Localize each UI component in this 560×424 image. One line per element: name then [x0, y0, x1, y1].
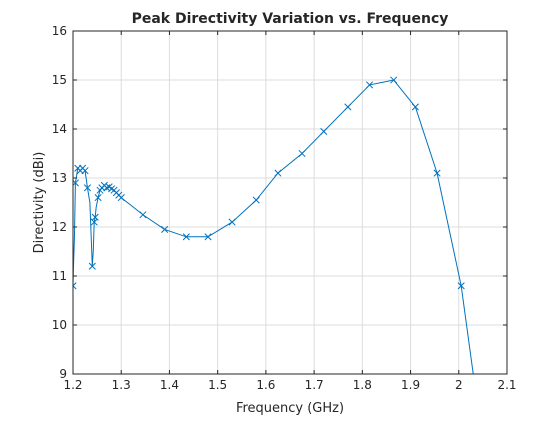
x-tick-label: 1.6 [256, 378, 275, 392]
data-point-marker [94, 194, 102, 202]
grid [73, 31, 507, 374]
data-point-marker [274, 169, 282, 177]
y-tick-label: 15 [52, 73, 67, 87]
data-point-marker [252, 196, 260, 204]
data-point-marker [83, 184, 92, 192]
chart-title: Peak Directivity Variation vs. Frequency [132, 11, 449, 27]
x-tick-label: 1.8 [353, 378, 372, 392]
data-point-marker [88, 262, 96, 270]
data-point-marker [457, 282, 465, 290]
tick-marks [72, 30, 508, 375]
data-point-marker [433, 169, 441, 177]
data-point-marker [411, 103, 419, 111]
series-markers [73, 76, 465, 290]
data-point-marker [228, 218, 236, 226]
y-axis-label: Directivity (dBi) [32, 152, 47, 254]
x-tick-label: 1.4 [160, 378, 179, 392]
data-series [73, 76, 474, 374]
y-tick-label: 11 [52, 269, 67, 283]
x-tick-label: 1.9 [401, 378, 420, 392]
data-point-marker [73, 282, 77, 290]
x-tick-label: 1.3 [112, 378, 131, 392]
data-point-marker [344, 103, 352, 111]
x-tick-labels: 1.2 1.3 1.4 1.5 1.6 1.7 1.8 1.9 2 2.1 [63, 378, 516, 392]
data-point-marker [139, 211, 147, 219]
x-tick-label: 2.1 [497, 378, 516, 392]
y-tick-labels: 9 10 11 12 13 14 15 16 [52, 24, 67, 381]
x-tick-label: 1.2 [63, 378, 82, 392]
x-tick-label: 1.5 [208, 378, 227, 392]
plot-background [73, 31, 507, 374]
data-point-marker [298, 149, 306, 158]
y-tick-label: 16 [52, 24, 67, 38]
x-tick-label: 2 [455, 378, 463, 392]
data-point-marker [91, 213, 99, 221]
x-axis-label: Frequency (GHz) [236, 401, 344, 416]
data-point-marker [161, 225, 169, 234]
data-point-marker [117, 194, 125, 202]
y-tick-label: 9 [59, 367, 67, 381]
x-tick-label: 1.7 [305, 378, 324, 392]
y-tick-label: 12 [52, 220, 67, 234]
data-point-marker [366, 81, 374, 89]
y-tick-label: 13 [52, 171, 67, 185]
data-point-marker [81, 167, 89, 175]
data-point-marker [320, 127, 328, 136]
axes-box [72, 30, 508, 375]
data-point-marker [182, 233, 190, 241]
data-point-marker [204, 233, 212, 241]
y-tick-label: 10 [52, 318, 67, 332]
data-point-marker [390, 76, 398, 84]
y-tick-label: 14 [52, 122, 67, 136]
